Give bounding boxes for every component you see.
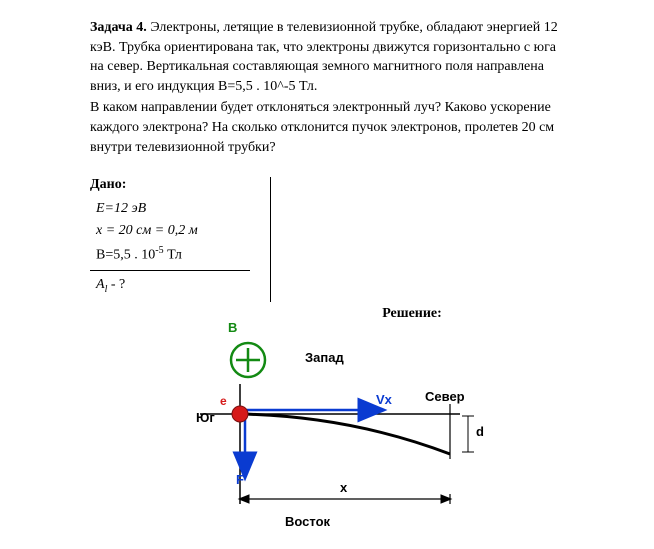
problem-question: В каком направлении будет отклоняться эл…	[90, 98, 564, 157]
given-energy: E=12 эВ	[90, 201, 260, 217]
diagram-svg	[150, 324, 570, 544]
label-d: d	[476, 424, 484, 439]
label-f: F	[236, 472, 244, 487]
label-east: Восток	[285, 514, 330, 529]
label-e: e	[220, 394, 227, 408]
label-b: B	[228, 320, 237, 335]
diagram: B Запад Север Юг Восток e Vx F d x	[150, 324, 570, 544]
given-section: Дано: E=12 эВ x = 20 см = 0,2 м B=5,5 . …	[90, 177, 564, 302]
given-induction: B=5,5 . 10-5 Тл	[90, 245, 260, 264]
label-south: Юг	[196, 410, 215, 425]
problem-body: Электроны, летящие в телевизионной трубк…	[90, 20, 558, 94]
vertical-divider	[270, 177, 271, 302]
given-unknown: Al - ?	[90, 277, 260, 295]
label-north: Север	[425, 389, 465, 404]
label-vx: Vx	[376, 392, 392, 407]
given-divider	[90, 270, 250, 271]
electron-icon	[232, 406, 248, 422]
label-x: x	[340, 480, 347, 495]
problem-text: Задача 4. Электроны, летящие в телевизио…	[90, 18, 564, 157]
solution-label: Решение:	[260, 306, 564, 322]
trajectory-curve	[240, 414, 450, 454]
given-distance: x = 20 см = 0,2 м	[90, 223, 260, 239]
given-heading: Дано:	[90, 177, 260, 193]
label-west: Запад	[305, 350, 344, 365]
problem-title: Задача 4.	[90, 20, 147, 35]
